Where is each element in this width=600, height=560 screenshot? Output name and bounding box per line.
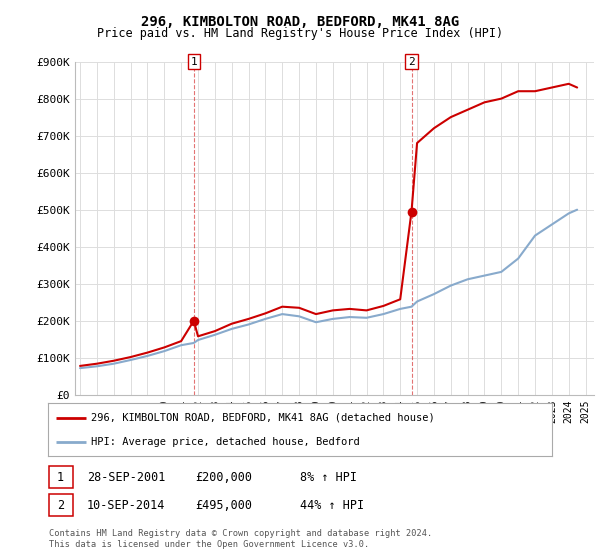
Text: Contains HM Land Registry data © Crown copyright and database right 2024.
This d: Contains HM Land Registry data © Crown c… [49,529,433,549]
Text: 44% ↑ HPI: 44% ↑ HPI [300,498,364,512]
Text: 28-SEP-2001: 28-SEP-2001 [87,470,166,484]
Text: £200,000: £200,000 [195,470,252,484]
Text: 1: 1 [190,57,197,67]
Text: 296, KIMBOLTON ROAD, BEDFORD, MK41 8AG (detached house): 296, KIMBOLTON ROAD, BEDFORD, MK41 8AG (… [91,413,434,423]
Text: Price paid vs. HM Land Registry's House Price Index (HPI): Price paid vs. HM Land Registry's House … [97,27,503,40]
Text: 2: 2 [57,498,64,512]
Text: 2: 2 [408,57,415,67]
Text: 296, KIMBOLTON ROAD, BEDFORD, MK41 8AG: 296, KIMBOLTON ROAD, BEDFORD, MK41 8AG [141,15,459,29]
Text: HPI: Average price, detached house, Bedford: HPI: Average price, detached house, Bedf… [91,437,359,447]
Text: £495,000: £495,000 [195,498,252,512]
Text: 1: 1 [57,470,64,484]
Text: 8% ↑ HPI: 8% ↑ HPI [300,470,357,484]
Text: 10-SEP-2014: 10-SEP-2014 [87,498,166,512]
